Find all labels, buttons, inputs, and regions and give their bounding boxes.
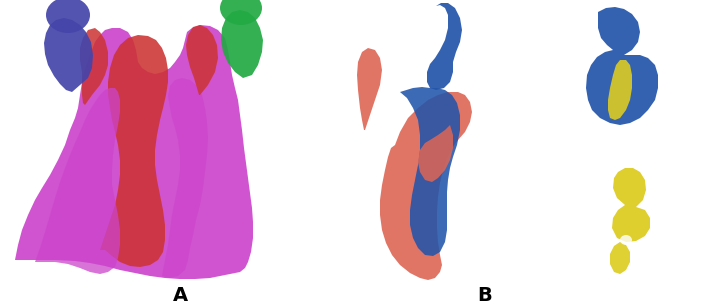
- Polygon shape: [427, 3, 462, 90]
- Polygon shape: [162, 78, 208, 278]
- Polygon shape: [357, 48, 382, 130]
- Polygon shape: [586, 7, 658, 125]
- Ellipse shape: [220, 0, 262, 25]
- Polygon shape: [44, 18, 93, 92]
- Polygon shape: [186, 25, 218, 95]
- Polygon shape: [418, 125, 453, 182]
- Ellipse shape: [46, 0, 90, 33]
- Polygon shape: [80, 28, 108, 105]
- Polygon shape: [100, 35, 168, 267]
- Polygon shape: [400, 87, 460, 256]
- Polygon shape: [15, 25, 253, 279]
- Ellipse shape: [620, 235, 632, 245]
- Polygon shape: [608, 60, 632, 120]
- Text: B: B: [477, 286, 491, 302]
- Text: A: A: [173, 286, 188, 302]
- Polygon shape: [380, 92, 472, 280]
- Polygon shape: [35, 88, 120, 274]
- Polygon shape: [610, 242, 630, 274]
- Polygon shape: [612, 168, 650, 242]
- Polygon shape: [221, 10, 263, 78]
